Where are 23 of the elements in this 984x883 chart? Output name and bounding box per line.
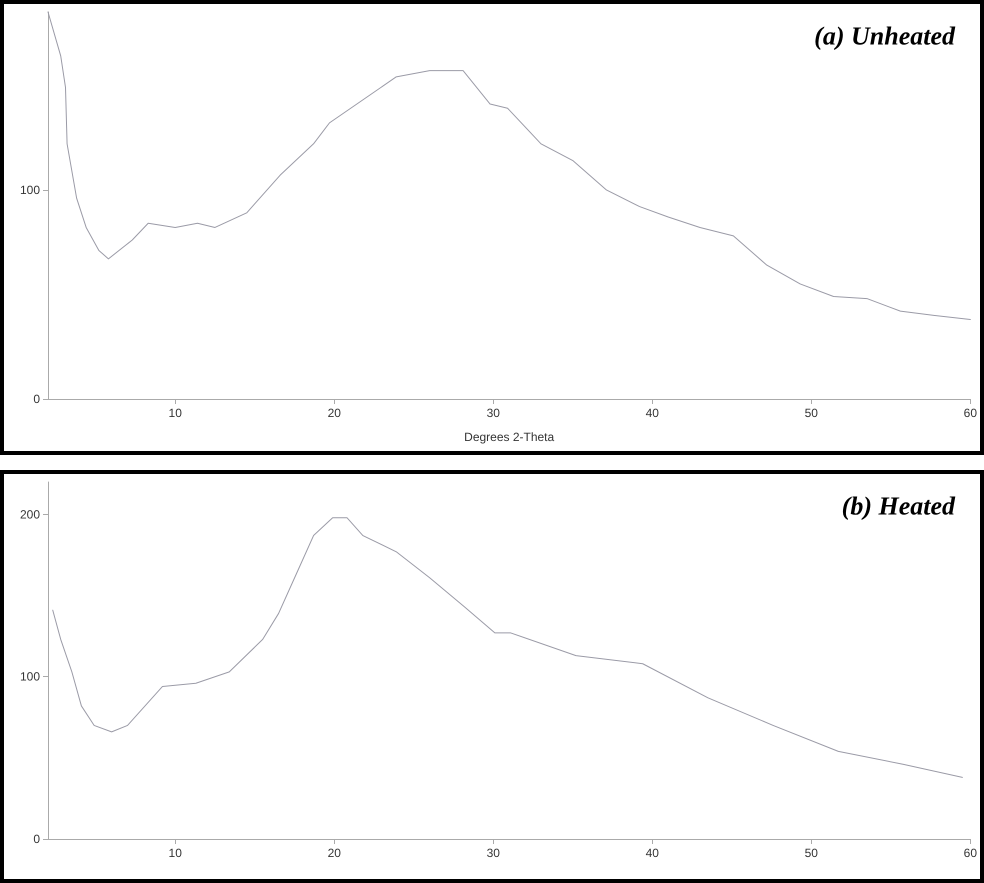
line-series xyxy=(48,12,971,320)
x-tick-label: 30 xyxy=(486,846,500,860)
x-tick-label: 20 xyxy=(328,846,342,860)
panel-frame: 0 100 200 10 20 30 40 50 60 (b) Heated xyxy=(0,470,984,883)
x-tick-label: 10 xyxy=(168,846,182,860)
chart-title: (a) Unheated xyxy=(814,22,956,50)
y-tick-label: 200 xyxy=(20,507,40,522)
x-tick-label: 20 xyxy=(328,406,342,420)
x-tick-label: 60 xyxy=(964,846,978,860)
x-tick-label: 10 xyxy=(168,406,182,420)
x-tick-label: 50 xyxy=(804,846,818,860)
x-tick-label: 30 xyxy=(486,406,500,420)
x-tick-label: 40 xyxy=(646,846,660,860)
chart-title: (b) Heated xyxy=(842,492,956,520)
y-tick-label: 0 xyxy=(33,832,40,846)
x-tick-label: 60 xyxy=(964,406,978,420)
panel-frame: Degrees 2-Theta 0 100 10 20 30 40 50 60 (a) Unheated xyxy=(0,0,984,455)
y-tick-label: 100 xyxy=(20,670,40,684)
x-tick-label: 40 xyxy=(646,406,660,420)
x-axis-title: Degrees 2-Theta xyxy=(464,430,555,444)
x-tick-label: 50 xyxy=(804,406,818,420)
y-tick-label: 100 xyxy=(20,182,40,197)
y-tick-label: 0 xyxy=(33,392,40,406)
